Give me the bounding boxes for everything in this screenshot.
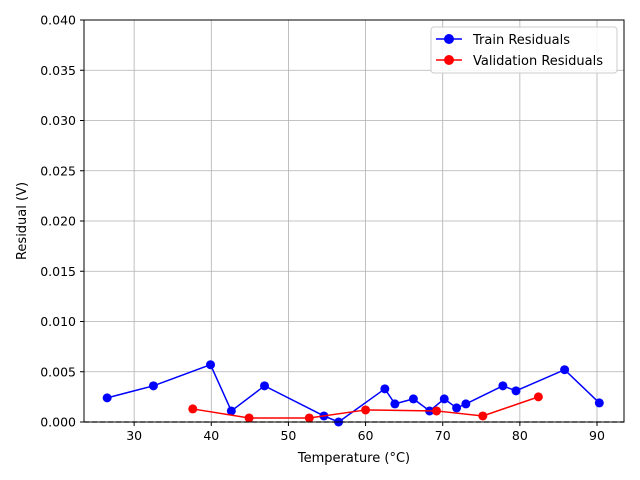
- train-residuals-point: [226, 406, 236, 416]
- validation-residuals-point: [304, 413, 314, 423]
- legend-validation-label: Validation Residuals: [473, 54, 603, 69]
- train-residuals-point: [439, 394, 449, 404]
- train-residuals-point: [594, 398, 604, 408]
- y-tick-label: 0.020: [40, 214, 76, 229]
- x-tick-label: 80: [512, 428, 528, 443]
- train-residuals-point: [511, 386, 521, 396]
- legend-train-label: Train Residuals: [472, 33, 570, 48]
- x-tick-label: 60: [358, 428, 374, 443]
- train-residuals-point: [560, 365, 570, 375]
- legend-train-marker: [444, 34, 454, 44]
- validation-residuals-point: [432, 406, 442, 416]
- y-tick-label: 0.025: [40, 163, 76, 178]
- x-axis-label: Temperature (°C): [297, 451, 410, 466]
- y-tick-label: 0.005: [40, 364, 76, 379]
- y-tick-label: 0.035: [40, 63, 76, 78]
- x-tick-label: 30: [126, 428, 142, 443]
- train-residuals-point: [206, 360, 216, 370]
- y-axis-label: Residual (V): [15, 182, 30, 260]
- train-residuals-point: [452, 403, 462, 413]
- train-residuals-point: [102, 393, 112, 403]
- train-residuals-point: [260, 381, 270, 391]
- validation-residuals-point: [533, 392, 543, 402]
- y-tick-label: 0.010: [40, 314, 76, 329]
- validation-residuals-point: [478, 411, 488, 421]
- train-residuals-point: [408, 394, 418, 404]
- validation-residuals-point: [361, 405, 371, 415]
- legend: Train Residuals Validation Residuals: [430, 26, 618, 74]
- legend-validation-marker: [444, 55, 454, 65]
- train-residuals-point: [461, 399, 471, 409]
- train-residuals-point: [148, 381, 158, 391]
- y-tick-label: 0.030: [40, 113, 76, 128]
- x-tick-label: 40: [203, 428, 219, 443]
- validation-residuals-point: [188, 404, 198, 414]
- x-tick-label: 90: [589, 428, 605, 443]
- y-tick-label: 0.015: [40, 264, 76, 279]
- y-tick-label: 0.000: [40, 415, 76, 430]
- y-tick-label: 0.040: [40, 13, 76, 28]
- train-residuals-point: [498, 381, 508, 391]
- series-layer: [102, 360, 604, 427]
- ticks: 30 40 50 60 70 80 90 0.000 0.005 0.010 0.015 0.020 0…: [40, 13, 605, 444]
- train-residuals-point: [390, 399, 400, 409]
- train-residuals-point: [380, 384, 390, 394]
- legend-box: [430, 26, 618, 74]
- x-tick-label: 70: [435, 428, 451, 443]
- validation-residuals-point: [244, 413, 254, 423]
- x-tick-label: 50: [280, 428, 296, 443]
